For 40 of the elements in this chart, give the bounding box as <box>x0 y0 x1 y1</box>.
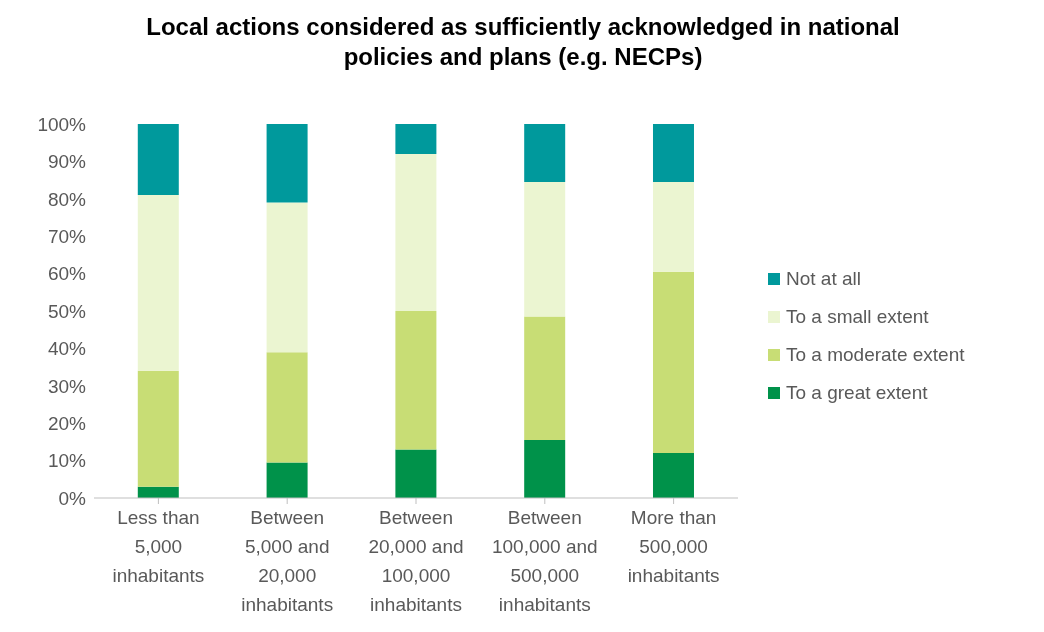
y-tick-label: 60% <box>47 263 87 285</box>
bar <box>524 181 566 317</box>
y-tick-label: 30% <box>47 375 87 397</box>
y-tick-label: 90% <box>47 151 87 173</box>
bar <box>395 449 437 498</box>
x-tick-label: Less than 5,000 inhabitants <box>112 507 205 586</box>
bar <box>137 124 179 196</box>
legend-label: To a moderate extent <box>786 344 965 366</box>
bar <box>266 462 308 498</box>
y-tick-label: 50% <box>47 300 87 322</box>
x-tick-label: Between 100,000 and 500,000 inhabitants <box>491 507 598 615</box>
y-tick-label: 10% <box>47 450 87 472</box>
bar <box>524 440 566 498</box>
bar <box>266 124 308 203</box>
y-tick-label: 100% <box>37 113 87 135</box>
bar <box>395 124 437 154</box>
bar <box>266 352 308 463</box>
x-tick-label: More than 500,000 inhabitants <box>627 507 720 586</box>
y-tick-label: 80% <box>47 188 87 210</box>
y-tick-label: 70% <box>47 225 87 247</box>
x-tick-label: Between 5,000 and 20,000 inhabitants <box>241 507 334 615</box>
chart-title: Local actions considered as sufficiently acknowledged in national policies and plans (e.g. NECPs) <box>145 12 901 72</box>
bar <box>652 271 694 454</box>
bar <box>395 311 437 450</box>
bar <box>652 453 694 498</box>
legend-label: To a small extent <box>786 306 929 328</box>
bar <box>524 124 566 182</box>
bar <box>652 181 694 272</box>
legend-label: To a great extent <box>786 382 928 404</box>
bar <box>395 153 437 311</box>
bar <box>137 195 179 371</box>
bar <box>266 202 308 353</box>
x-tick-label: Between 20,000 and 100,000 inhabitants <box>368 507 464 615</box>
y-tick-label: 20% <box>47 412 87 434</box>
y-tick-label: 0% <box>58 487 87 509</box>
bar <box>652 124 694 182</box>
bar <box>137 370 179 487</box>
y-tick-label: 40% <box>47 338 87 360</box>
legend-label: Not at all <box>786 268 861 290</box>
bar <box>524 316 566 441</box>
